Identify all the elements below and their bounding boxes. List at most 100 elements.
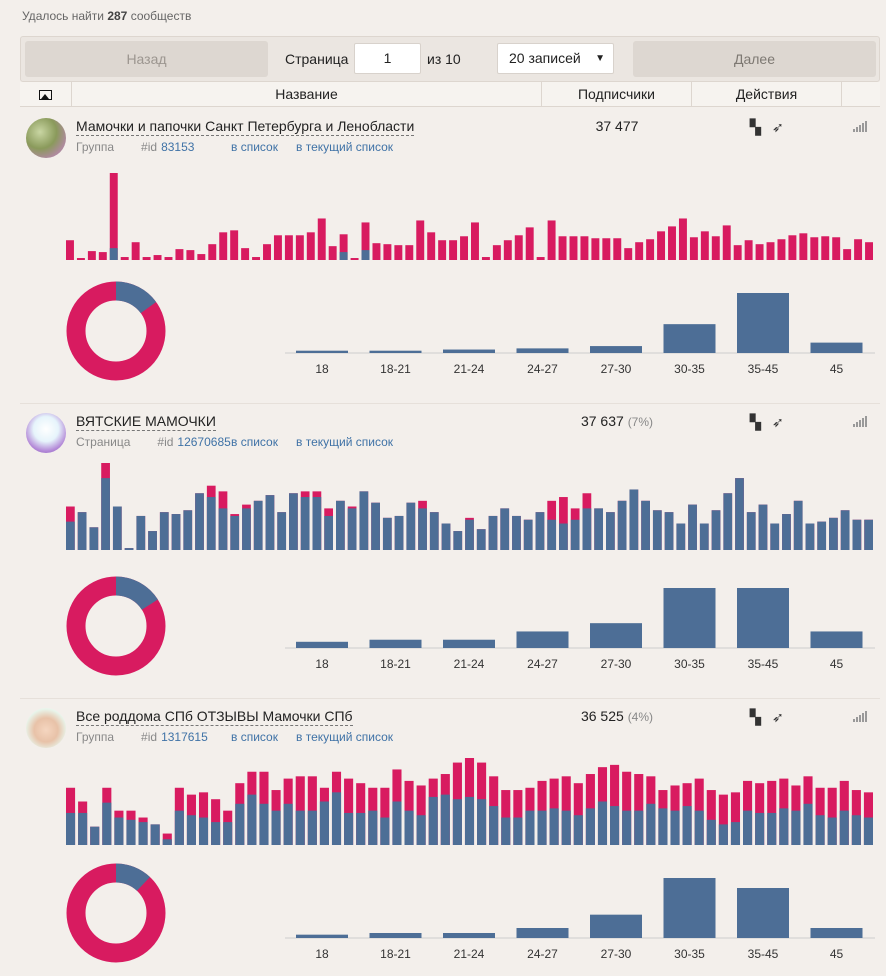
activity-bar-red — [788, 235, 797, 260]
row-divider — [20, 403, 880, 404]
prev-button[interactable]: Назад — [25, 41, 268, 77]
gender-donut-chart — [66, 281, 166, 381]
activity-bar-blue — [652, 510, 662, 550]
activity-bar-blue — [136, 515, 146, 550]
activity-bar-blue — [758, 504, 768, 550]
add-to-current-list-link[interactable]: в текущий список — [296, 435, 394, 449]
community-id-link[interactable]: 1317615 — [161, 730, 208, 744]
subscriber-value: 37 477 — [595, 118, 639, 134]
avatar[interactable] — [26, 413, 66, 453]
age-tick-label: 24-27 — [527, 657, 558, 671]
activity-bar-blue — [582, 508, 592, 550]
activity-bar-red — [706, 790, 716, 845]
avatar[interactable] — [26, 118, 66, 158]
activity-bar-blue — [488, 515, 498, 550]
activity-bar-blue — [312, 497, 322, 550]
activity-bar-blue — [441, 523, 451, 550]
activity-bar-blue — [852, 519, 862, 550]
activity-bar-blue — [319, 801, 329, 845]
age-bar — [590, 623, 642, 648]
rocket-icon[interactable]: ➶ — [772, 414, 784, 430]
activity-bar-blue — [829, 517, 838, 550]
activity-bar-blue — [735, 478, 744, 550]
activity-bar-red — [733, 245, 742, 260]
page-total: из 10 — [427, 51, 461, 67]
stats-signal-icon[interactable] — [853, 710, 867, 722]
community-name-link[interactable]: Все роддома СПб ОТЗЫВЫ Мамочки СПб — [76, 708, 353, 726]
binoculars-icon[interactable]: ▚ — [750, 414, 761, 430]
activity-bar-blue — [90, 826, 100, 845]
binoculars-icon[interactable]: ▚ — [750, 709, 761, 725]
activity-bar-red — [634, 774, 644, 845]
age-tick-label: 35-45 — [748, 947, 779, 961]
activity-bar-blue — [559, 523, 568, 550]
activity-bar-blue — [265, 495, 275, 550]
add-to-current-list-link[interactable]: в текущий список — [296, 730, 394, 744]
activity-bar-red — [383, 244, 392, 260]
age-tick-label: 30-35 — [674, 947, 705, 961]
avatar[interactable] — [26, 708, 66, 748]
subscriber-growth: (4%) — [627, 710, 654, 724]
activity-bar-red — [730, 792, 741, 845]
name-column-header[interactable]: Название — [72, 82, 542, 107]
activity-bar-blue — [718, 824, 728, 845]
activity-bar-blue — [755, 812, 765, 845]
rocket-icon[interactable]: ➶ — [772, 709, 784, 725]
activity-bar-blue — [537, 810, 547, 845]
activity-bar-blue — [124, 548, 134, 550]
activity-bar-blue — [253, 500, 263, 550]
activity-bar-blue — [634, 810, 644, 845]
age-bar — [737, 293, 789, 353]
add-to-list-link[interactable]: в список — [231, 730, 278, 744]
age-tick-label: 27-30 — [601, 657, 632, 671]
add-to-list-link[interactable]: в список — [231, 435, 278, 449]
activity-bar-blue — [664, 512, 674, 550]
activity-bar-blue — [440, 794, 450, 845]
activity-bar-red — [689, 237, 698, 260]
stats-signal-icon[interactable] — [853, 415, 867, 427]
activity-bar-red — [449, 240, 458, 260]
activity-bar-red — [711, 236, 720, 260]
activity-bar-red — [471, 222, 479, 260]
activity-bar-red — [252, 257, 261, 260]
activity-bar-blue — [418, 508, 427, 550]
activity-bar-blue — [815, 815, 825, 845]
community-meta: Группа #id 1317615 в список в текущий список — [76, 730, 393, 744]
activity-bar-blue — [594, 508, 603, 550]
age-bar-chart: 18 18-21 21-24 24-27 27-30 30-35 35-45 45 — [285, 588, 875, 671]
activity-bar-red — [810, 237, 819, 260]
rocket-icon[interactable]: ➶ — [772, 119, 784, 135]
age-bar-chart: 18 18-21 21-24 24-27 27-30 30-35 35-45 45 — [285, 293, 875, 376]
community-id-link[interactable]: 83153 — [161, 140, 195, 154]
next-button[interactable]: Далее — [633, 41, 876, 77]
activity-bar-blue — [670, 810, 680, 845]
age-bar — [443, 933, 495, 938]
community-id-link[interactable]: 12670685 — [177, 435, 231, 449]
age-tick-label: 21-24 — [454, 362, 485, 376]
community-name-link[interactable]: ВЯТСКИЕ МАМОЧКИ — [76, 413, 216, 431]
activity-bar-red — [416, 220, 425, 260]
age-tick-label: 21-24 — [454, 947, 485, 961]
age-bar — [296, 641, 348, 648]
binoculars-icon[interactable]: ▚ — [750, 119, 761, 135]
add-to-list-link[interactable]: в список — [231, 140, 278, 154]
activity-bar-blue — [597, 801, 608, 845]
subscribers-column-header[interactable]: Подписчики — [542, 82, 692, 107]
activity-bar-blue — [392, 801, 402, 845]
activity-bar-blue — [706, 819, 716, 845]
activity-bar-blue — [394, 515, 404, 550]
gender-donut-chart — [66, 576, 166, 676]
activity-bar-red — [602, 238, 611, 260]
page-input[interactable]: 1 — [354, 43, 421, 74]
activity-bar-blue — [230, 515, 240, 550]
image-icon — [39, 90, 52, 100]
activity-bar-red — [131, 242, 140, 260]
stats-signal-icon[interactable] — [853, 120, 867, 132]
community-name-link[interactable]: Мамочки и папочки Санкт Петербурга и Лен… — [76, 118, 415, 136]
per-page-select[interactable]: 20 записей ▼ — [497, 43, 614, 74]
add-to-current-list-link[interactable]: в текущий список — [296, 140, 394, 154]
community-type: Группа — [76, 140, 115, 154]
per-page-value: 20 записей — [509, 50, 581, 66]
age-bar — [810, 928, 863, 938]
activity-bar-red — [306, 232, 315, 260]
